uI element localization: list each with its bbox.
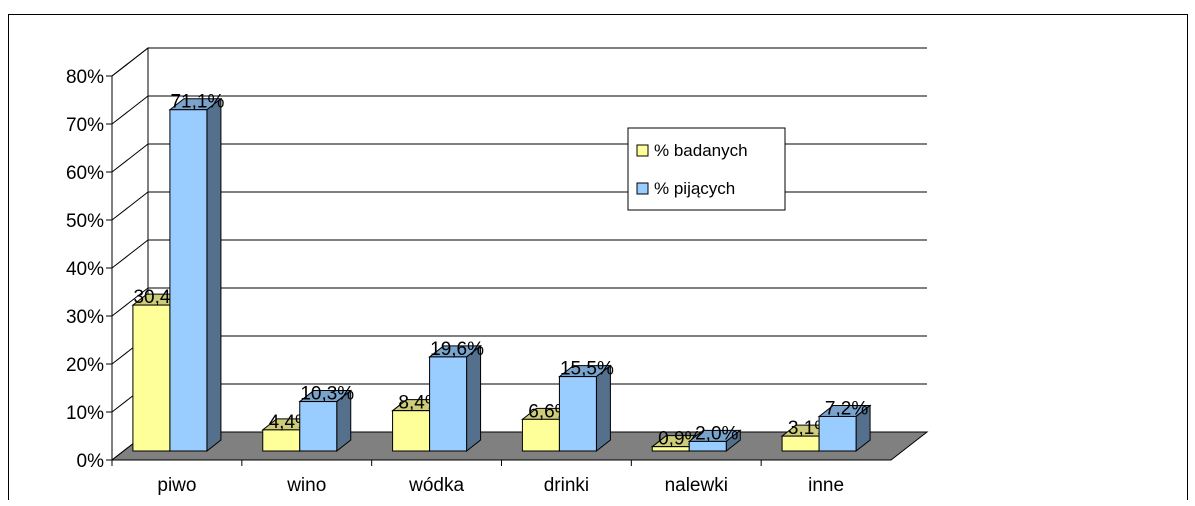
y-tick-label: 10%: [66, 403, 104, 424]
data-label: 10,3%: [300, 384, 354, 405]
data-label: 2,0%: [695, 423, 738, 444]
data-label: 19,6%: [430, 339, 484, 360]
gridline-diagonal: [111, 239, 149, 269]
gridline-diagonal: [111, 287, 149, 317]
category-label: nalewki: [665, 475, 728, 496]
legend-swatch: [636, 182, 649, 195]
category-label: inne: [808, 475, 844, 496]
bar: [132, 304, 171, 452]
y-tick-label: 20%: [66, 355, 104, 376]
bar-side: [206, 97, 222, 453]
bar: [262, 429, 301, 452]
bar: [169, 109, 208, 452]
y-tick-label: 50%: [66, 211, 104, 232]
legend-swatch: [636, 144, 649, 157]
legend-label: % badanych: [654, 141, 748, 160]
y-tick-label: 30%: [66, 307, 104, 328]
legend-label: % pijących: [654, 179, 735, 198]
category-label: wódka: [408, 475, 464, 496]
bar: [688, 440, 727, 452]
chart-frame: [8, 14, 1188, 500]
y-tick-label: 40%: [66, 259, 104, 280]
category-label: piwo: [157, 475, 196, 496]
bar: [392, 410, 431, 452]
gridline-diagonal: [111, 191, 149, 221]
bar-side: [466, 344, 482, 453]
legend: [627, 127, 786, 211]
gridline-diagonal: [111, 143, 149, 173]
bar: [818, 415, 857, 452]
y-tick-label: 0%: [77, 451, 105, 472]
category-label: wino: [286, 475, 326, 496]
bar: [429, 356, 468, 452]
data-label: 71,1%: [170, 92, 224, 113]
y-tick-label: 80%: [66, 67, 104, 88]
y-tick-label: 60%: [66, 163, 104, 184]
bar: [558, 376, 597, 452]
gridline-diagonal: [111, 95, 149, 125]
data-label: 7,2%: [825, 398, 868, 419]
data-label: 15,5%: [560, 359, 614, 380]
category-label: drinki: [544, 475, 589, 496]
bar: [521, 418, 560, 452]
y-tick-label: 70%: [66, 115, 104, 136]
gridline-diagonal: [111, 47, 149, 77]
bar: [299, 401, 338, 452]
